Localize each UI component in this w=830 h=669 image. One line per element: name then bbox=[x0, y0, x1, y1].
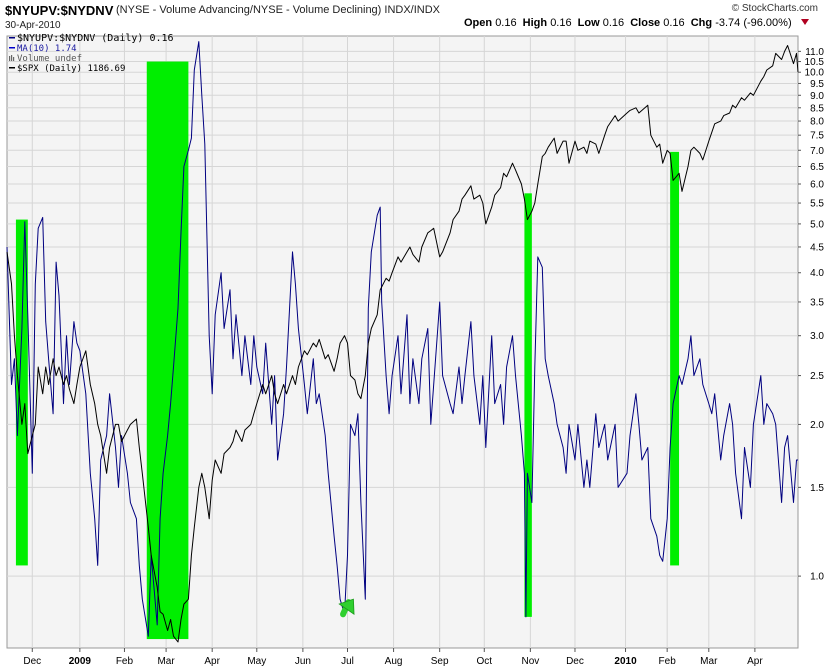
y-tick-label: 7.5 bbox=[810, 131, 824, 142]
y-tick-label: 7.0 bbox=[810, 146, 824, 157]
x-tick-label: Jul bbox=[341, 656, 354, 667]
x-tick-label: Mar bbox=[700, 656, 718, 667]
plot-area bbox=[6, 35, 799, 649]
y-tick-label: 5.5 bbox=[810, 199, 824, 210]
y-tick-label: 10.0 bbox=[805, 68, 825, 79]
highlight-band bbox=[146, 61, 189, 640]
y-tick-label: 10.5 bbox=[805, 57, 825, 68]
y-tick-label: 8.5 bbox=[810, 103, 824, 114]
x-tick-label: Feb bbox=[116, 656, 134, 667]
x-tick-label: Apr bbox=[747, 656, 763, 667]
highlight-band bbox=[15, 219, 28, 566]
symbol-description: (NYSE - Volume Advancing/NYSE - Volume D… bbox=[116, 4, 441, 16]
x-tick-label: 2009 bbox=[69, 656, 92, 667]
highlight-band bbox=[670, 151, 680, 566]
y-axis-ticks: 1.0 1.5 2.0 2.5 3.0 3.5 4.0 4.5 5.0 5.5 6.0 6.5 7.0 7… bbox=[798, 47, 824, 583]
arrow-annotation bbox=[338, 598, 355, 618]
series-lines bbox=[6, 41, 799, 643]
x-tick-label: Feb bbox=[659, 656, 677, 667]
highlight-bands bbox=[15, 61, 680, 640]
y-tick-label: 6.5 bbox=[810, 162, 824, 173]
arrow-head bbox=[338, 598, 355, 615]
x-tick-label: Mar bbox=[157, 656, 175, 667]
low-value: 0.16 bbox=[602, 17, 625, 29]
brand-watermark: © StockCharts.com bbox=[731, 3, 818, 14]
x-tick-label: 2010 bbox=[614, 656, 637, 667]
y-tick-label: 8.0 bbox=[810, 117, 824, 128]
y-tick-label: 9.5 bbox=[810, 79, 824, 90]
chg-label: Chg bbox=[690, 17, 713, 29]
y-tick-label: 6.0 bbox=[810, 180, 824, 191]
y-tick-label: 1.5 bbox=[810, 483, 824, 494]
highlight-band bbox=[524, 193, 532, 617]
y-tick-label: 1.0 bbox=[810, 572, 824, 583]
high-label: High bbox=[522, 17, 548, 29]
open-label: Open bbox=[464, 17, 493, 29]
x-tick-label: Aug bbox=[385, 656, 403, 667]
chg-value: -3.74 (-96.00%) bbox=[715, 17, 792, 29]
legend-swatch-ma bbox=[9, 47, 15, 49]
x-tick-label: Oct bbox=[476, 656, 492, 667]
legend-swatch-spx bbox=[9, 67, 15, 69]
symbol-title: $NYUPV:$NYDNV bbox=[5, 3, 114, 18]
y-tick-label: 3.0 bbox=[810, 331, 824, 342]
legend-spx: $SPX (Daily) 1186.69 bbox=[17, 64, 125, 74]
y-tick-label: 4.0 bbox=[810, 268, 824, 279]
y-tick-label: 11.0 bbox=[805, 47, 824, 58]
y-tick-label: 9.0 bbox=[810, 91, 824, 102]
spx-series-line bbox=[6, 45, 799, 643]
legend-volume: Volume undef bbox=[17, 54, 82, 64]
legend-ratio: $NYUPV:$NYDNV (Daily) 0.16 bbox=[17, 33, 174, 44]
high-value: 0.16 bbox=[550, 17, 572, 29]
x-tick-label: Jun bbox=[295, 656, 311, 667]
volume-bars-icon bbox=[9, 55, 15, 61]
close-value: 0.16 bbox=[663, 17, 685, 29]
low-label: Low bbox=[577, 17, 600, 29]
x-tick-label: Apr bbox=[204, 656, 220, 667]
y-tick-label: 4.5 bbox=[810, 242, 824, 253]
y-tick-label: 3.5 bbox=[810, 297, 824, 308]
legend-ma: MA(10) 1.74 bbox=[17, 44, 77, 54]
x-tick-label: Dec bbox=[23, 656, 41, 667]
quote-summary: Open 0.16 High 0.16 Low 0.16 Close 0.16 … bbox=[464, 17, 812, 29]
x-tick-label: May bbox=[247, 656, 266, 667]
x-tick-label: Dec bbox=[566, 656, 584, 667]
legend: $NYUPV:$NYDNV (Daily) 0.16 MA(10) 1.74 V… bbox=[9, 33, 174, 74]
chart-header: $NYUPV:$NYDNV (NYSE - Volume Advancing/N… bbox=[0, 0, 830, 34]
x-axis-ticks: Dec 2009 Feb Mar Apr May Jun Jul Aug Sep Oct Nov Dec… bbox=[23, 648, 763, 667]
y-tick-label: 2.0 bbox=[810, 420, 824, 431]
legend-swatch-ratio bbox=[9, 37, 15, 39]
down-triangle-icon bbox=[800, 19, 809, 25]
y-tick-label: 5.0 bbox=[810, 219, 824, 230]
ratio-series-line bbox=[6, 41, 798, 637]
open-value: 0.16 bbox=[495, 17, 517, 29]
x-tick-label: Nov bbox=[521, 656, 539, 667]
close-label: Close bbox=[630, 17, 661, 29]
chart-date: 30-Apr-2010 bbox=[5, 20, 61, 31]
x-tick-label: Sep bbox=[431, 656, 449, 667]
y-tick-label: 2.5 bbox=[810, 371, 824, 382]
